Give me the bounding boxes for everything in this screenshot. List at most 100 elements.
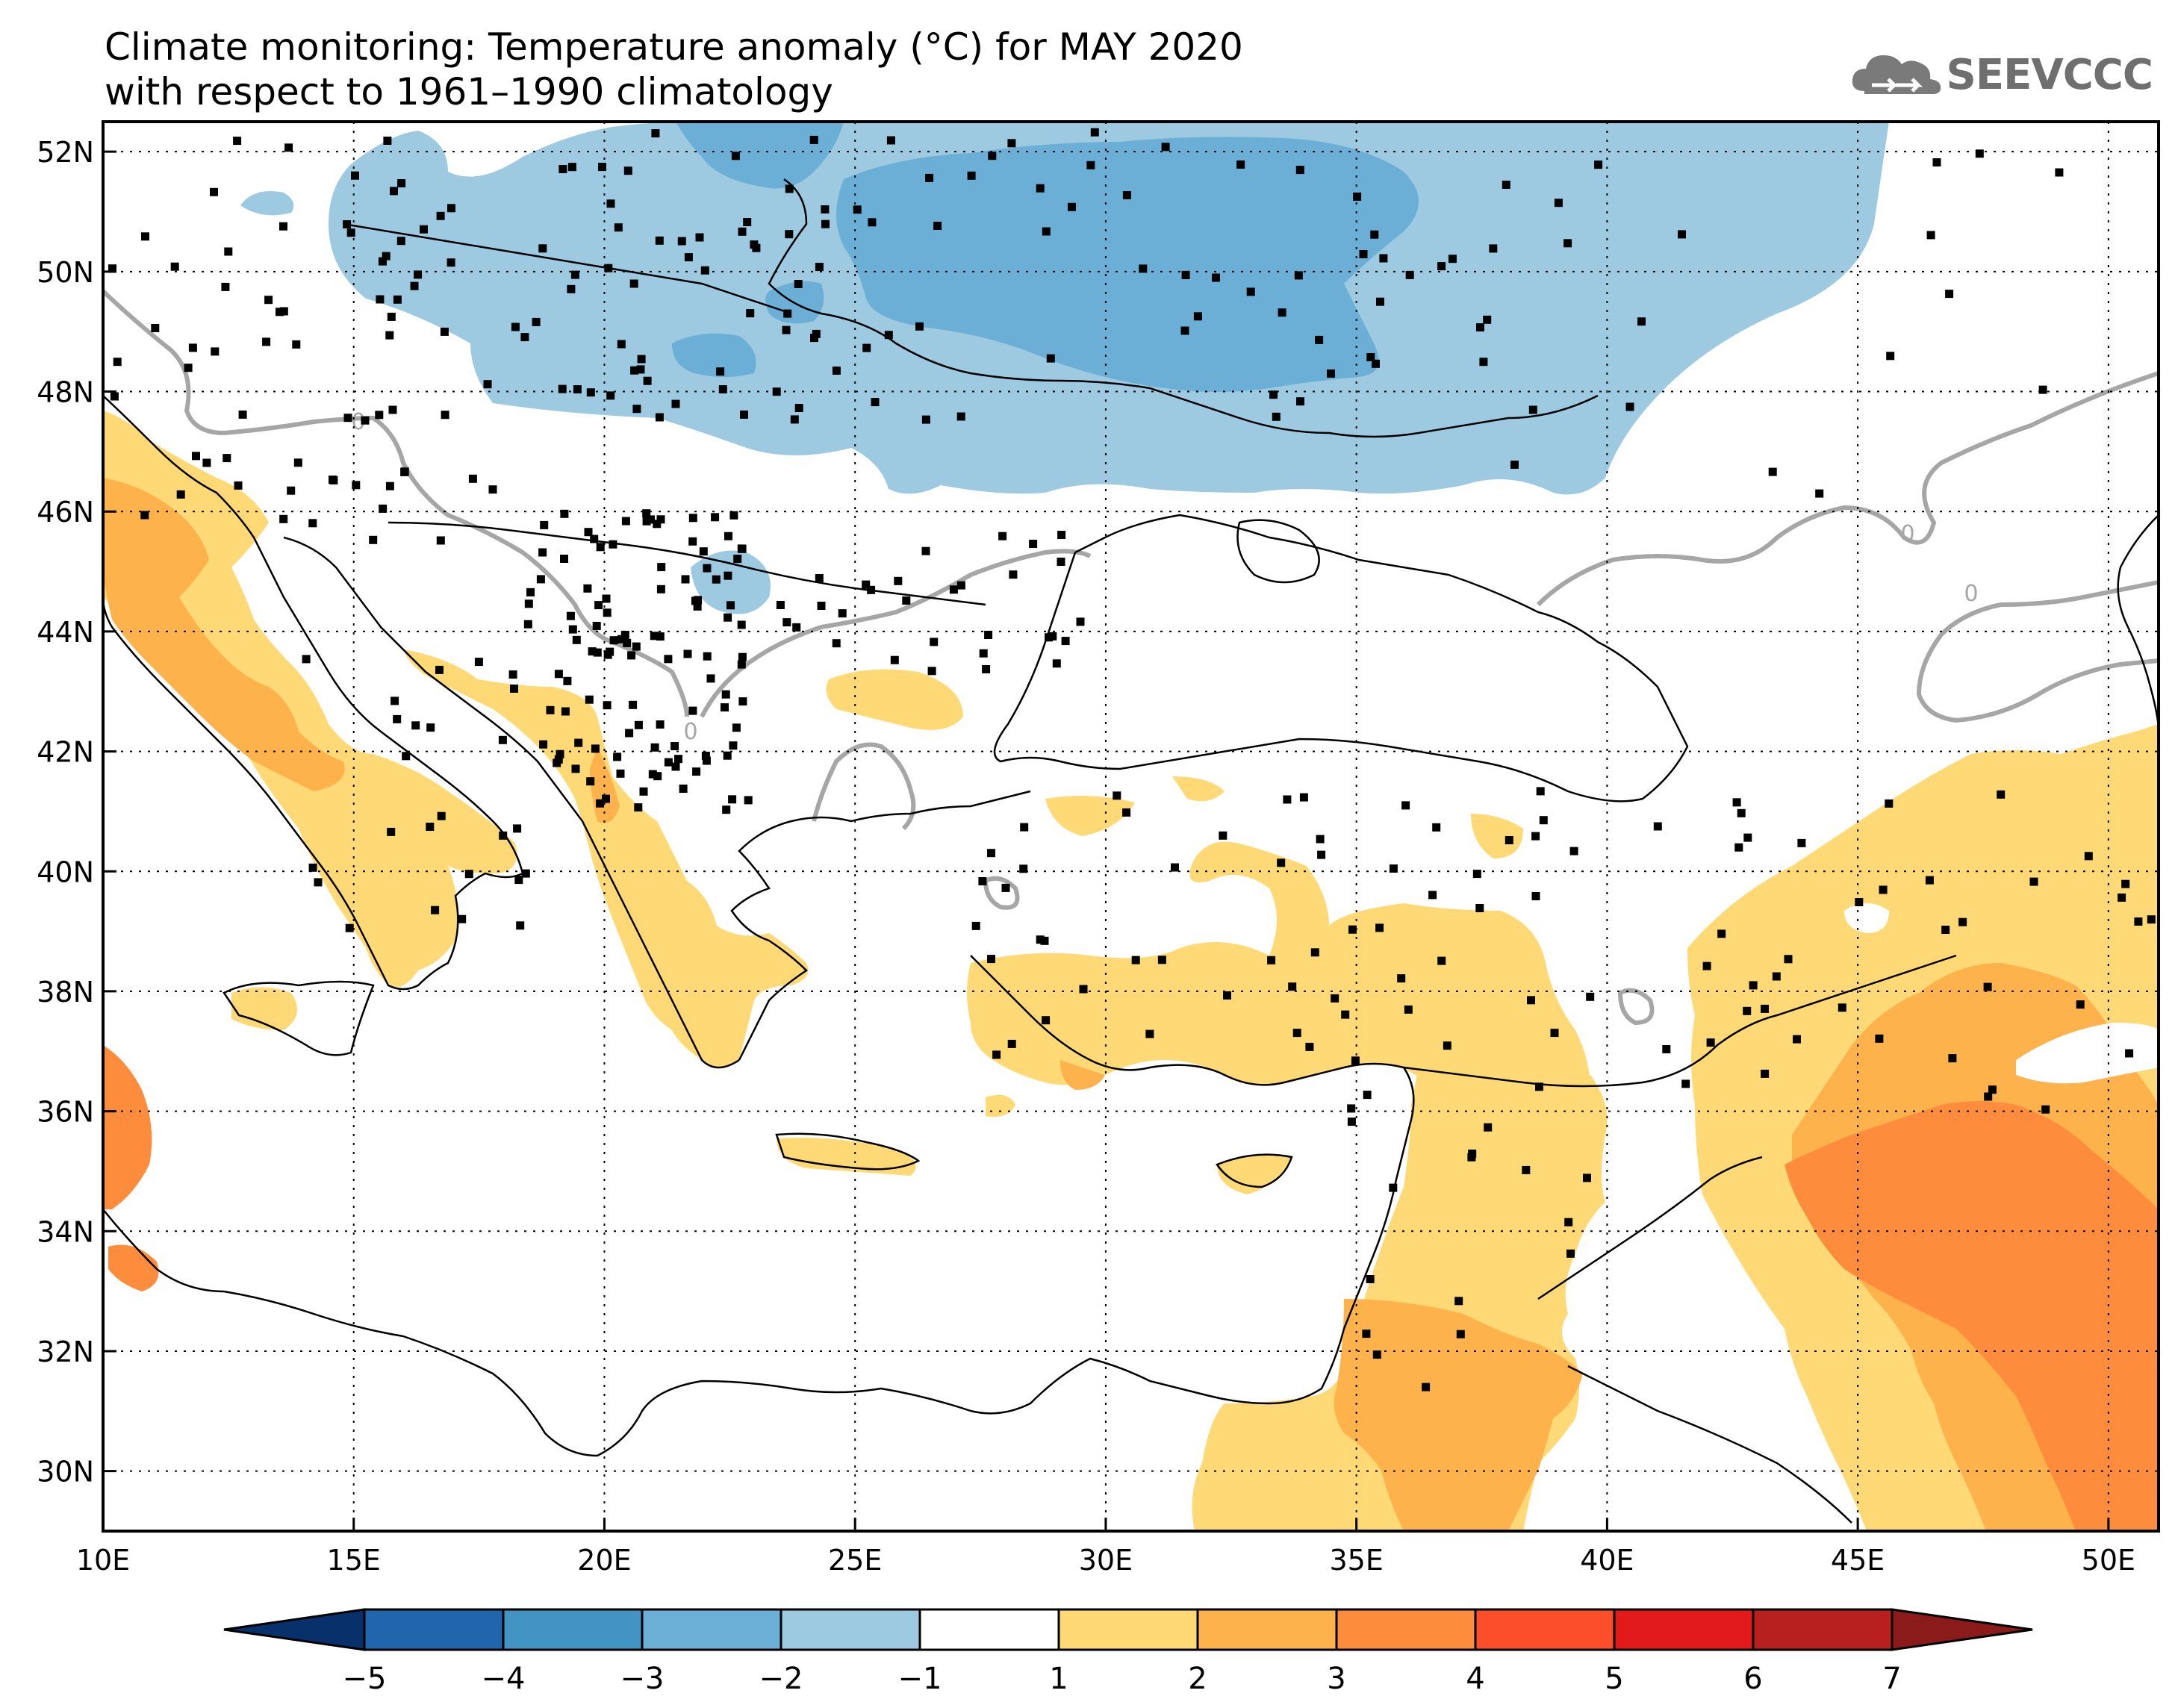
station-marker: [1535, 1082, 1543, 1091]
station-marker: [184, 364, 193, 373]
station-marker: [1246, 287, 1255, 296]
station-marker: [540, 520, 549, 529]
station-marker: [1468, 1149, 1477, 1158]
station-marker: [886, 136, 895, 145]
station-marker: [1536, 787, 1545, 796]
station-marker: [1586, 992, 1595, 1001]
station-marker: [642, 509, 651, 518]
lat-tick-label: 42N: [37, 736, 94, 769]
station-marker: [1489, 244, 1498, 253]
contour-label: 0: [1964, 581, 1978, 607]
station-marker: [776, 601, 785, 609]
warm-italy: [103, 411, 517, 988]
station-marker: [558, 165, 567, 173]
station-marker: [592, 622, 601, 630]
station-marker: [369, 535, 378, 544]
warm-rhodes: [986, 1094, 1015, 1117]
station-marker: [1372, 1350, 1381, 1359]
station-marker: [1637, 317, 1646, 326]
station-marker: [441, 411, 449, 420]
station-marker: [1362, 1330, 1371, 1338]
station-marker: [1925, 876, 1934, 885]
contour-label: 0: [351, 409, 365, 435]
station-marker: [1278, 308, 1286, 317]
colorbar-box: [363, 1608, 505, 1651]
station-marker: [2029, 877, 2038, 886]
station-marker: [871, 398, 880, 407]
station-marker: [1945, 290, 1954, 299]
station-marker: [732, 723, 741, 732]
station-marker: [1086, 160, 1095, 169]
station-marker: [821, 205, 830, 214]
colorbar-arrow-low: [223, 1608, 366, 1651]
station-marker: [782, 325, 791, 334]
station-marker: [1283, 795, 1292, 804]
station-marker: [468, 474, 477, 483]
station-marker: [561, 707, 570, 716]
station-marker: [832, 639, 841, 648]
station-marker: [1040, 936, 1049, 945]
sicily-coast: [223, 980, 375, 1056]
station-marker: [1375, 923, 1384, 932]
station-marker: [308, 863, 317, 872]
station-marker: [992, 1050, 1001, 1059]
station-marker: [1483, 315, 1492, 324]
colorbar: [223, 1608, 2033, 1651]
station-marker: [930, 638, 939, 646]
station-marker: [815, 574, 824, 582]
station-marker: [464, 870, 473, 879]
station-marker: [695, 233, 704, 242]
station-marker: [302, 655, 311, 664]
station-marker: [620, 631, 629, 639]
station-marker: [523, 620, 532, 629]
station-marker: [629, 279, 638, 288]
station-marker: [1397, 974, 1406, 983]
colorbar-label: −2: [759, 1662, 803, 1696]
station-marker: [693, 602, 702, 611]
station-marker: [538, 548, 547, 557]
logo-text: SEEVCCC: [1946, 50, 2153, 99]
station-marker: [188, 343, 197, 352]
lat-tick-label: 34N: [37, 1215, 94, 1248]
colorbar-label: 7: [1882, 1662, 1901, 1696]
station-marker: [361, 416, 370, 425]
crete-coast: [775, 1132, 921, 1171]
lat-tick-label: 44N: [37, 616, 94, 649]
station-marker: [1502, 181, 1510, 189]
station-marker: [1029, 540, 1038, 548]
station-marker: [378, 257, 387, 266]
lat-tick-label: 30N: [37, 1456, 94, 1489]
italy-coast: [103, 395, 524, 991]
station-marker: [1180, 326, 1189, 335]
warm-turkey-core: [1060, 1060, 1105, 1090]
station-marker: [1476, 323, 1484, 331]
station-marker: [393, 295, 402, 304]
crimea: [1236, 519, 1320, 584]
station-marker: [1042, 1016, 1051, 1025]
station-marker: [794, 404, 803, 412]
gridlines: [102, 122, 2159, 1531]
station-marker: [738, 227, 747, 236]
station-marker: [393, 714, 402, 723]
station-marker: [1057, 558, 1065, 566]
seevccc-logo: SEEVCCC: [1849, 45, 2153, 105]
station-marker: [1983, 982, 1992, 991]
station-marker: [598, 163, 606, 172]
station-marker: [376, 295, 385, 304]
station-marker: [594, 601, 603, 610]
station-marker: [1472, 870, 1481, 879]
station-marker: [724, 532, 732, 540]
station-marker: [656, 720, 665, 729]
station-marker: [933, 222, 942, 230]
station-marker: [1009, 570, 1018, 579]
station-marker: [1068, 202, 1076, 211]
warm-italy-core: [103, 478, 345, 791]
station-marker: [568, 625, 577, 634]
station-marker: [700, 266, 709, 275]
colorbar-label: 1: [1049, 1662, 1068, 1696]
station-marker: [1583, 1174, 1591, 1182]
station-marker: [176, 490, 185, 499]
station-marker: [1272, 412, 1281, 421]
station-marker: [648, 770, 657, 779]
turkey-south: [970, 955, 1415, 1415]
